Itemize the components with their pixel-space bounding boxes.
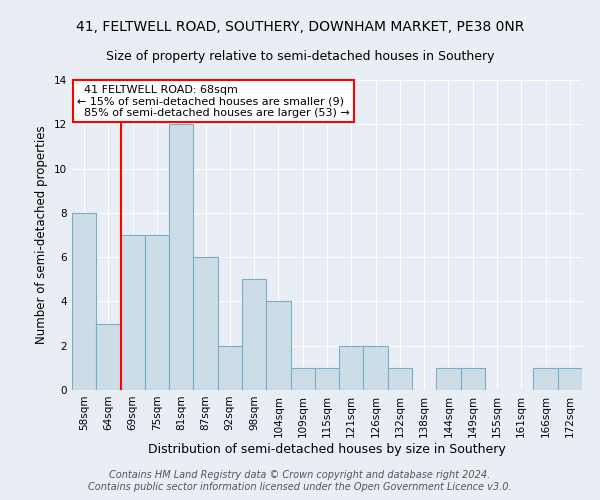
Bar [290, 368, 315, 390]
Bar [339, 346, 364, 390]
Bar [121, 235, 145, 390]
Bar [436, 368, 461, 390]
Bar [169, 124, 193, 390]
Bar [364, 346, 388, 390]
Bar [558, 368, 582, 390]
Bar [145, 235, 169, 390]
Bar [96, 324, 121, 390]
Text: Contains public sector information licensed under the Open Government Licence v3: Contains public sector information licen… [88, 482, 512, 492]
Bar [461, 368, 485, 390]
Bar [533, 368, 558, 390]
Text: Contains HM Land Registry data © Crown copyright and database right 2024.: Contains HM Land Registry data © Crown c… [109, 470, 491, 480]
Bar [266, 302, 290, 390]
Y-axis label: Number of semi-detached properties: Number of semi-detached properties [35, 126, 49, 344]
Bar [218, 346, 242, 390]
Bar [242, 280, 266, 390]
Text: Size of property relative to semi-detached houses in Southery: Size of property relative to semi-detach… [106, 50, 494, 63]
Bar [193, 257, 218, 390]
Bar [72, 213, 96, 390]
Text: 41 FELTWELL ROAD: 68sqm
← 15% of semi-detached houses are smaller (9)
  85% of s: 41 FELTWELL ROAD: 68sqm ← 15% of semi-de… [77, 84, 350, 118]
Bar [315, 368, 339, 390]
Bar [388, 368, 412, 390]
X-axis label: Distribution of semi-detached houses by size in Southery: Distribution of semi-detached houses by … [148, 442, 506, 456]
Text: 41, FELTWELL ROAD, SOUTHERY, DOWNHAM MARKET, PE38 0NR: 41, FELTWELL ROAD, SOUTHERY, DOWNHAM MAR… [76, 20, 524, 34]
